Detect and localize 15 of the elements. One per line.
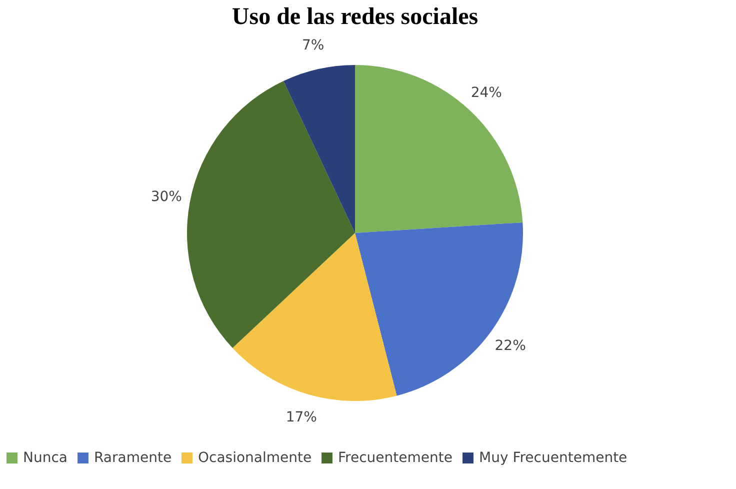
data-label: 24% xyxy=(470,85,502,102)
legend-label: Raramente xyxy=(94,450,172,466)
legend-label: Ocasionalmente xyxy=(198,450,312,466)
pie-slice xyxy=(355,65,523,233)
pie-slice xyxy=(187,80,355,348)
legend-label: Nunca xyxy=(23,450,68,466)
pie-slice xyxy=(232,233,397,401)
legend-label: Frecuentemente xyxy=(338,450,452,466)
chart-title: Uso de las redes sociales xyxy=(232,4,478,30)
data-label: 22% xyxy=(494,338,526,354)
data-label: 30% xyxy=(150,189,182,206)
pie-slice xyxy=(283,65,355,233)
data-label: 17% xyxy=(286,409,317,426)
legend-label: Muy Frecuentemente xyxy=(479,450,628,466)
data-label: 7% xyxy=(302,38,324,54)
